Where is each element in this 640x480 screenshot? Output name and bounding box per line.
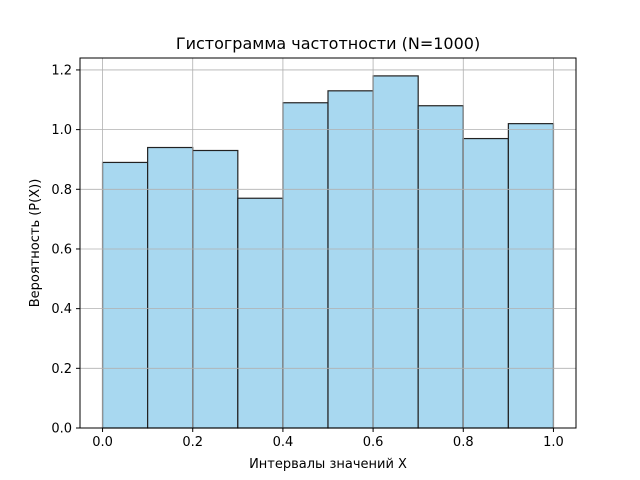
histogram-bar [372,75,419,429]
histogram-bar [237,197,284,429]
histogram-bar [462,137,509,429]
x-axis-label: Интервалы значений X [249,457,407,472]
ticks: 0.0 0.2 0.4 0.6 0.8 1.0 0.0 0.2 0.4 0.6 0.8 1.0 1.2 [51,63,563,450]
y-tick-label: 0.4 [51,302,72,317]
histogram-bar [192,149,239,429]
bars [101,75,555,429]
histogram-bar [507,123,555,429]
histogram-bar [417,105,464,429]
x-tick-label: 0.4 [273,435,294,450]
y-tick-label: 0.8 [51,183,72,198]
histogram-bar [282,102,329,429]
y-tick-label: 1.2 [51,63,72,78]
x-tick-label: 0.6 [363,435,384,450]
histogram-bar [147,146,194,429]
y-tick-label: 1.0 [51,123,72,138]
histogram-bar [327,90,374,429]
x-tick-label: 1.0 [543,435,564,450]
y-tick-label: 0.0 [51,422,72,437]
grid-lines [80,58,576,429]
x-tick-label: 0.2 [182,435,203,450]
x-tick-label: 0.8 [453,435,474,450]
x-tick-label: 0.0 [92,435,113,450]
chart-title: Гистограмма частотности (N=1000) [176,34,480,53]
axes-frame [79,57,577,429]
histogram-bar [101,161,149,429]
y-tick-label: 0.6 [51,242,72,257]
y-tick-label: 0.2 [51,362,72,377]
y-axis-label: Вероятность (P(X)) [28,179,43,308]
